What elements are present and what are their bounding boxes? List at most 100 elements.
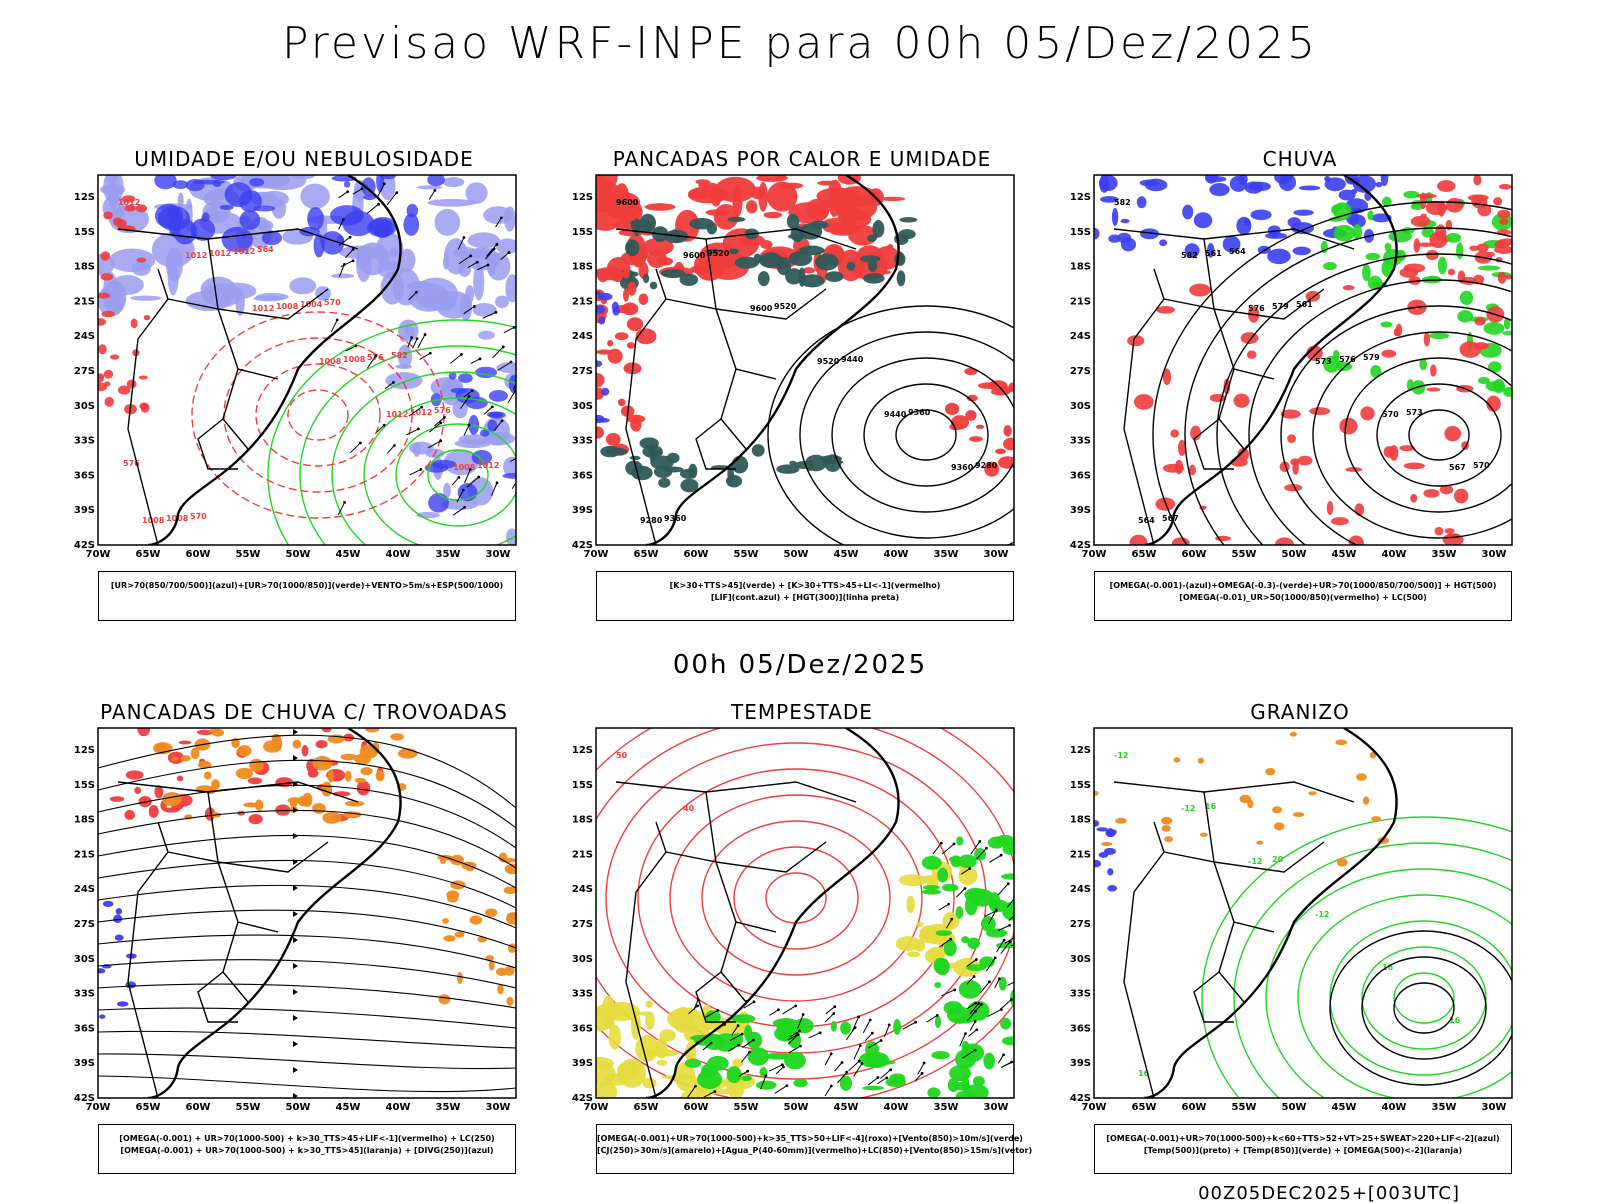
rain-region	[1437, 256, 1447, 275]
thunderstorm-region	[237, 745, 252, 757]
legend-line: [UR>70(850/700/500)](azul)+[UR>70(1000/8…	[110, 581, 504, 590]
humidity-region	[477, 330, 495, 340]
thunderstorm-region	[503, 886, 518, 895]
wind-region	[777, 1033, 796, 1041]
wind-region	[726, 1066, 742, 1084]
map-frame	[97, 174, 517, 546]
contour-label: 9520	[774, 302, 797, 311]
lon-tick-label: 30W	[486, 1102, 511, 1113]
streamline-arrowhead	[293, 833, 298, 839]
instability-region	[657, 257, 674, 266]
wind-vector	[452, 506, 465, 516]
humidity-region	[479, 429, 490, 437]
wind-vector	[966, 1002, 976, 1010]
instability-region	[867, 259, 878, 272]
instability-region	[846, 261, 856, 271]
hail-region	[1199, 832, 1208, 837]
instability-region	[732, 185, 743, 217]
instability-region	[629, 455, 641, 461]
instability-region	[626, 414, 646, 424]
wind-vector	[467, 423, 471, 427]
rain-region	[1338, 189, 1356, 201]
instability-region	[756, 174, 788, 182]
humidity-region	[110, 275, 144, 295]
wind-vector	[702, 1042, 712, 1051]
rain-region	[1423, 488, 1440, 498]
wind-vector	[463, 424, 470, 436]
jet-region	[645, 1049, 679, 1057]
lon-tick-label: 35W	[1432, 549, 1457, 560]
humidity-region	[471, 449, 493, 465]
wind-vector	[486, 263, 490, 267]
wind-region	[840, 1021, 851, 1035]
state-border	[1123, 268, 1165, 546]
rain-region	[1437, 180, 1456, 192]
instability-region	[758, 252, 783, 269]
rain-region	[1467, 194, 1489, 202]
wind-vector	[737, 1043, 741, 1047]
contour-line	[1312, 331, 1540, 539]
state-border	[665, 298, 777, 380]
wind-region	[998, 976, 1007, 991]
rain-region	[1222, 235, 1241, 253]
margin-mask	[1014, 722, 1042, 1142]
wind-vector	[956, 888, 966, 898]
hail-region	[1335, 739, 1348, 746]
wind-region	[935, 958, 950, 976]
wind-vector	[491, 482, 498, 496]
contour-line	[1233, 842, 1540, 1142]
wind-vector	[1000, 941, 1011, 955]
wind-vector	[774, 1085, 788, 1094]
rain-region	[1190, 425, 1202, 441]
lon-tick-label: 55W	[734, 1102, 759, 1113]
wind-region	[961, 936, 970, 944]
lat-tick-label: 21S	[1070, 849, 1091, 860]
wind-vector	[395, 191, 399, 194]
instability-region	[630, 219, 654, 233]
rain-region	[1108, 234, 1121, 243]
rain-region	[1223, 378, 1231, 395]
wind-vector	[346, 190, 350, 194]
wind-vector	[709, 1041, 713, 1045]
instability-region	[825, 271, 844, 282]
rain-region	[1419, 358, 1427, 371]
wind-vector	[966, 976, 975, 985]
contour-label: 20	[1272, 855, 1284, 864]
wind-vector	[860, 1061, 864, 1065]
main-title: Previsao WRF-INPE para 00h 05/Dez/2025	[282, 18, 1318, 69]
wind-vector	[686, 1085, 696, 1099]
lon-tick-label: 50W	[1282, 549, 1307, 560]
wind-vector	[360, 187, 364, 191]
instability-region	[664, 229, 688, 244]
lat-tick-label: 12S	[572, 192, 593, 203]
wind-region	[830, 1020, 837, 1032]
rain-region	[1278, 173, 1297, 191]
legend-box: [OMEGA(-0.001)-(azul)+OMEGA(-0.3)-(verde…	[1094, 571, 1512, 621]
thunderstorm-region	[248, 813, 263, 825]
wind-vector	[999, 853, 1003, 857]
state-border	[705, 238, 827, 320]
wind-vector	[393, 444, 396, 447]
thunderstorm-region	[271, 735, 283, 751]
wind-vector	[935, 1013, 939, 1017]
thunderstorm-region	[312, 802, 326, 814]
moisture-region	[117, 385, 131, 395]
rain-region	[1429, 332, 1450, 340]
wind-vector	[775, 1066, 784, 1075]
wind-vector	[503, 326, 515, 334]
humidity-region	[448, 371, 457, 380]
humidity-region	[385, 372, 423, 390]
instability-region	[639, 437, 659, 450]
moisture-region	[103, 211, 113, 220]
rain-region	[1182, 204, 1194, 220]
wind-vector	[972, 975, 976, 978]
thunderstorm-region	[134, 786, 142, 795]
wind-vector	[460, 396, 470, 409]
jet-region	[915, 921, 924, 927]
streamline-arrowhead	[293, 963, 298, 969]
humidity-region	[397, 344, 413, 369]
instability-region	[600, 387, 610, 396]
wind-vector	[482, 311, 497, 319]
humidity-region	[185, 179, 205, 192]
rain-region	[1469, 245, 1479, 251]
